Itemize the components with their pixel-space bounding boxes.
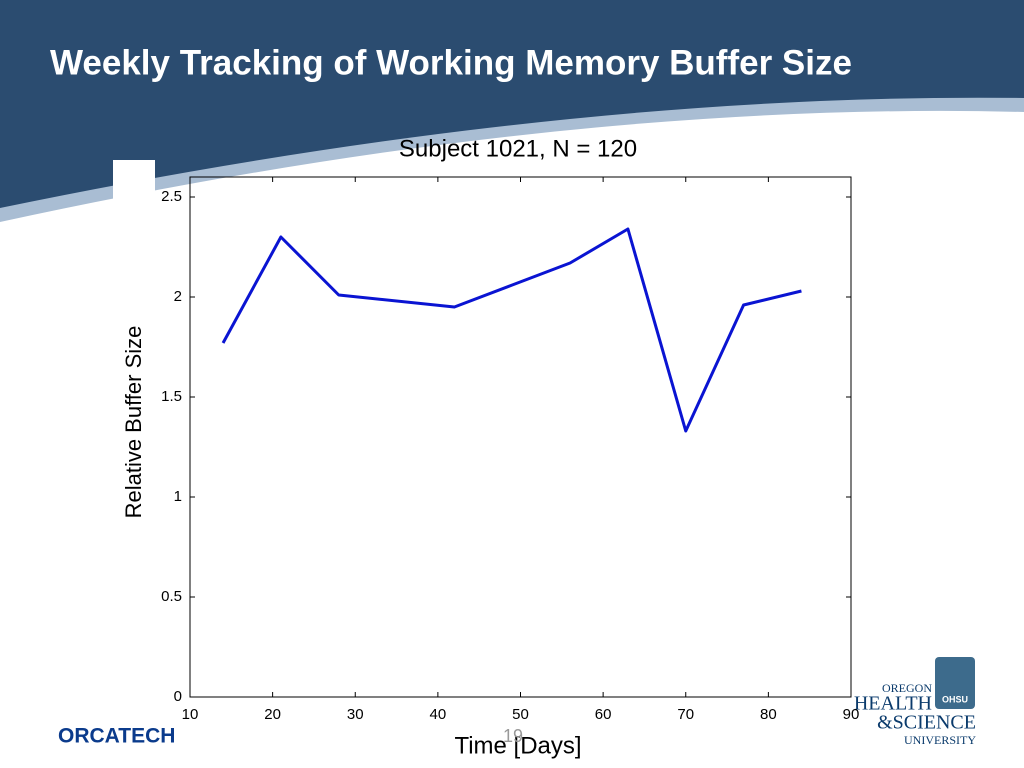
logo-shield xyxy=(935,657,975,709)
x-tick-label: 80 xyxy=(760,706,777,723)
y-tick-label: 0.5 xyxy=(161,588,182,605)
header-band xyxy=(0,0,1024,208)
logo-line: HEALTH xyxy=(854,693,932,715)
x-axis-label: Time [Days] xyxy=(454,732,581,759)
chart-title: Subject 1021, N = 120 xyxy=(399,135,637,162)
y-tick-label: 1 xyxy=(174,488,182,505)
x-tick-label: 20 xyxy=(264,706,281,723)
x-tick-label: 10 xyxy=(182,706,199,723)
footer-brand: ORCATECH xyxy=(58,725,175,748)
x-tick-label: 50 xyxy=(512,706,529,723)
logo-badge: OHSU xyxy=(942,694,968,704)
y-tick-label: 2 xyxy=(174,288,182,305)
y-tick-label: 1.5 xyxy=(161,388,182,405)
data-line xyxy=(221,227,802,433)
page-number: 19 xyxy=(503,726,523,746)
logo-line: OREGON xyxy=(882,681,932,695)
x-tick-label: 30 xyxy=(347,706,364,723)
x-tick-label: 60 xyxy=(595,706,612,723)
logo-line: &SCIENCE xyxy=(877,712,976,734)
x-tick-label: 40 xyxy=(430,706,447,723)
logo: OHSU OREGON HEALTH &SCIENCE UNIVERSITY xyxy=(854,657,976,747)
y-tick-label: 0 xyxy=(174,688,182,705)
y-tick-label: 2.5 xyxy=(161,188,182,205)
decor-square xyxy=(113,160,155,210)
plot-frame xyxy=(189,176,852,698)
x-tick-label: 90 xyxy=(843,706,860,723)
logo-line: UNIVERSITY xyxy=(904,733,976,747)
x-tick-label: 70 xyxy=(677,706,694,723)
y-axis-label: Relative Buffer Size xyxy=(121,326,146,519)
slide-title: Weekly Tracking of Working Memory Buffer… xyxy=(50,43,852,82)
